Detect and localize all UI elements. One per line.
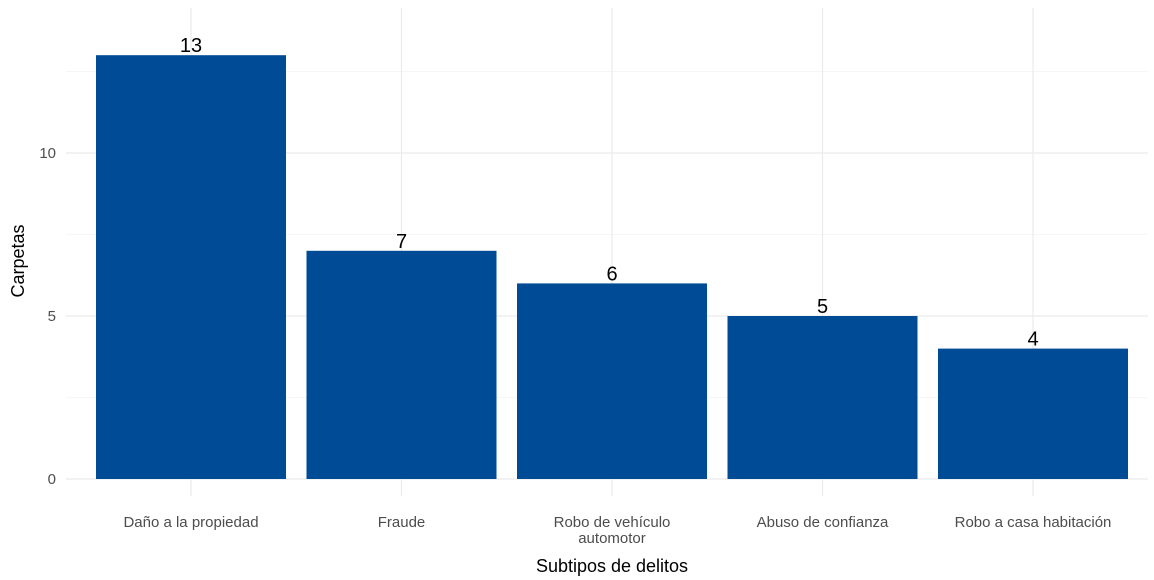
data-label: 6 (606, 263, 617, 285)
x-tick-label: Daño a la propiedad (123, 514, 258, 531)
y-tick-label: 0 (48, 471, 56, 488)
bar (306, 250, 497, 479)
data-label: 13 (180, 35, 202, 57)
x-ticks-layer: Daño a la propiedad Fraude Robo de vehícul… (123, 514, 1111, 547)
bar (938, 348, 1128, 479)
data-label: 7 (396, 231, 407, 253)
data-label: 5 (817, 296, 828, 318)
data-label: 4 (1027, 329, 1038, 351)
y-tick-label: 10 (39, 145, 56, 162)
x-axis-title: Subtipos de delitos (536, 556, 688, 576)
y-tick-label: 5 (48, 308, 56, 325)
bar (96, 55, 286, 479)
x-tick-label: Robo a casa habitación (955, 514, 1112, 531)
bars-layer (96, 55, 1128, 479)
x-tick-label: Fraude (378, 514, 426, 531)
bar (517, 283, 707, 479)
y-axis-title: Carpetas (8, 224, 28, 297)
x-tick-label: Robo de vehículo automotor (554, 514, 671, 547)
bar (727, 316, 918, 479)
x-tick-label: Abuso de confianza (757, 514, 889, 531)
y-ticks-layer: 0 5 10 (39, 145, 56, 488)
data-labels-layer: 13 7 6 5 4 (180, 35, 1039, 350)
